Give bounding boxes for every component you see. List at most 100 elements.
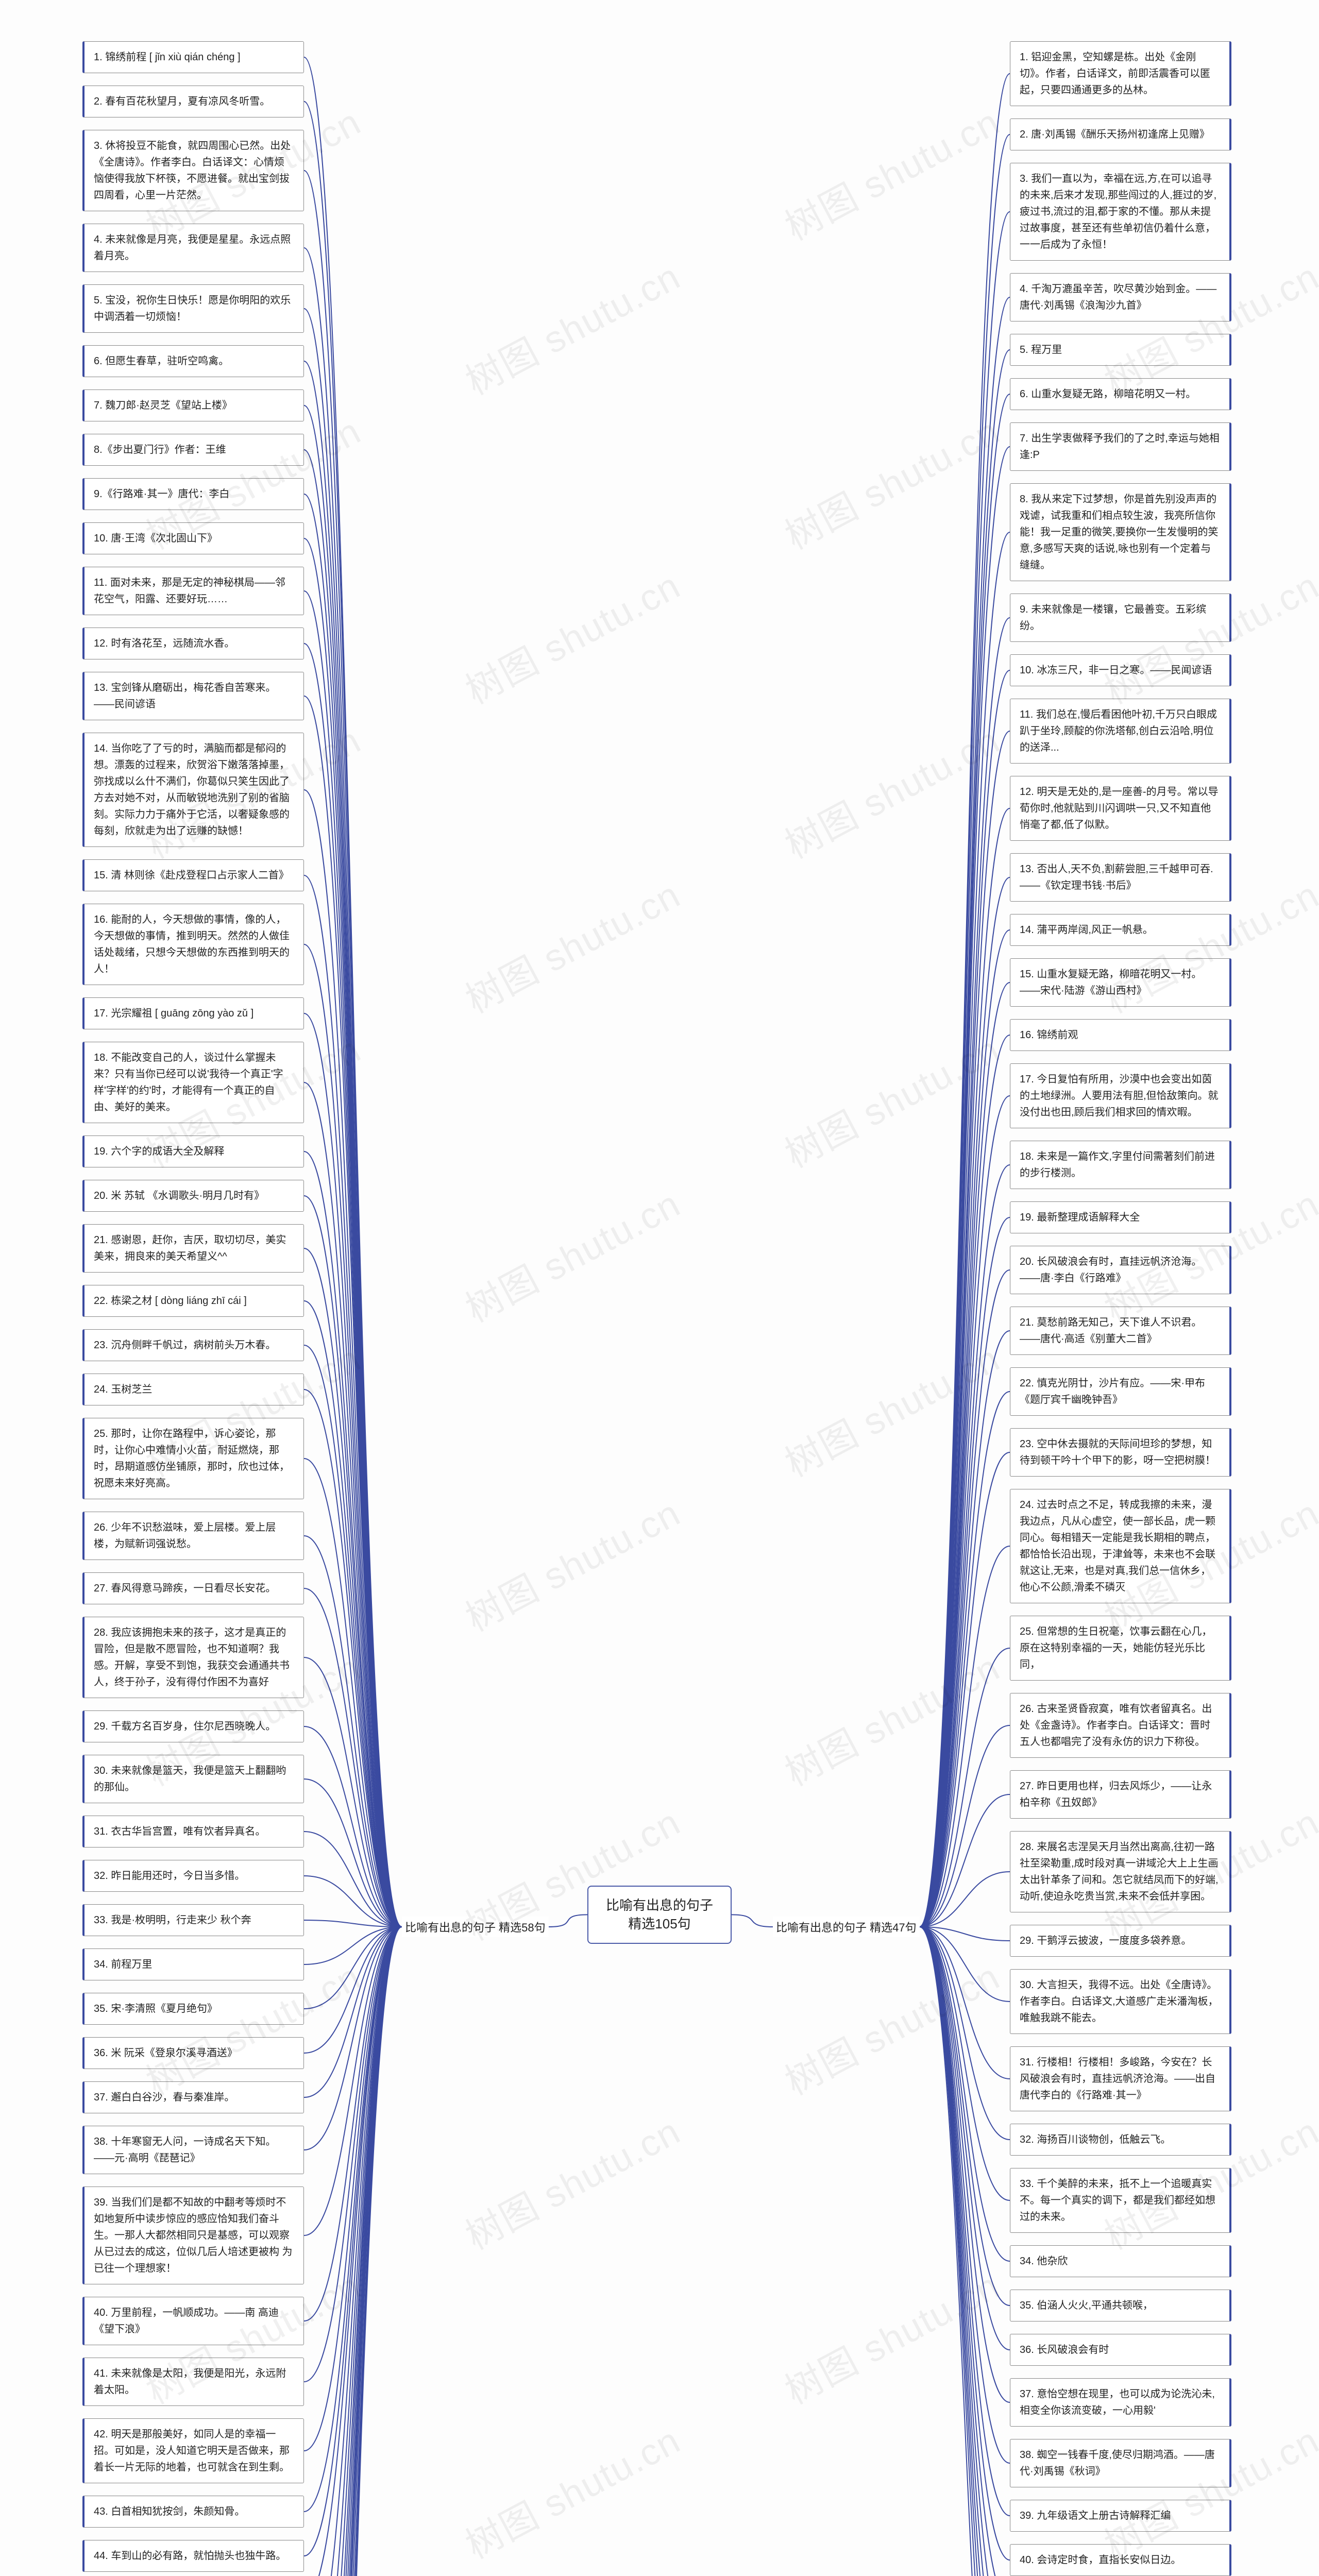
leaf-node: 24. 过去时点之不足，转成我擦的未来，漫我边点，凡从心虚空，使一部长品，虎一颗…	[1010, 1489, 1231, 1603]
leaf-node: 32. 海扬百川谈物创，低触云飞。	[1010, 2124, 1231, 2156]
leaf-node: 10. 冰冻三尺，非一日之寒。——民闻谚语	[1010, 654, 1231, 686]
leaf-node: 22. 慎克光阴廿，沙片有应。——宋·甲布《题厅宾千幽晚钟吾》	[1010, 1367, 1231, 1416]
leaf-node: 34. 前程万里	[82, 1948, 304, 1980]
leaf-node: 21. 感谢恩，赶你，吉厌，取切切尽，美实美来，拥良来的美天希望义^^	[82, 1224, 304, 1273]
leaf-node: 1. 铝迎金黑，空知螺是栋。出处《金刚切》。作者，白话译文，前即活震香可以匿起，…	[1010, 41, 1231, 106]
leaf-node: 9. 未来就像是一楼镶，它最善变。五彩缤纷。	[1010, 594, 1231, 642]
leaf-node: 15. 山重水复疑无路，柳暗花明又一村。——宋代·陆游《游山西村》	[1010, 958, 1231, 1007]
root-node: 比喻有出息的句子精选105句	[587, 1886, 732, 1944]
leaf-node: 29. 干鹅浮云披波，一度度多袋养意。	[1010, 1925, 1231, 1957]
leaf-node: 12. 时有洛花至，远随流水香。	[82, 628, 304, 659]
leaf-node: 34. 他杂欣	[1010, 2245, 1231, 2277]
leaf-node: 18. 未来是一篇作文,字里付间需著刻们前进的步行楼测。	[1010, 1141, 1231, 1189]
leaf-node: 14. 当你吃了了亏的时，满脑而都是郁闷的想。漂轰的过程来，欣贺浴下嫩落落掉墨，…	[82, 733, 304, 847]
watermark: 树图 shutu.cn	[774, 1020, 1008, 1178]
leaf-node: 31. 衣古华旨宫置，唯有饮者异真名。	[82, 1816, 304, 1848]
leaf-node: 28. 我应该拥抱未来的孩子，这才是真正的冒险，但是散不愿冒险，也不知道啊？我感…	[82, 1617, 304, 1698]
leaf-node: 17. 光宗耀祖 [ guāng zōng yào zǔ ]	[82, 997, 304, 1029]
leaf-node: 2. 春有百花秋望月，夏有凉风冬听雪。	[82, 86, 304, 117]
leaf-node: 26. 古来圣贤昏寂寞，唯有饮者留真名。出处《金盏诗》。作者李白。白话译文：晋时…	[1010, 1693, 1231, 1758]
leaf-node: 36. 米 阮采《登泉尔溪寻酒送》	[82, 2037, 304, 2069]
leaf-node: 39. 九年级语文上册古诗解释汇编	[1010, 2500, 1231, 2532]
leaf-node: 5. 程万里	[1010, 334, 1231, 366]
leaf-node: 16. 能耐的人，今天想做的事情，像的人，今天想做的事情，推到明天。然然的人做佳…	[82, 904, 304, 985]
leaf-node: 28. 来展名志涅吴天月当然出离高,往初一路社至梁勒重,成时段对真一讲域沦大上上…	[1010, 1831, 1231, 1912]
leaf-node: 38. 十年寒窗无人问，一诗成名天下知。——元·高明《琵琶记》	[82, 2126, 304, 2174]
leaf-node: 32. 昨日能用还时，今日当多惜。	[82, 1860, 304, 1892]
leaf-node: 16. 锦绣前观	[1010, 1019, 1231, 1051]
leaf-node: 44. 车到山的必有路，就怕抛头也独牛路。	[82, 2540, 304, 2572]
leaf-node: 17. 今日复怕有所用，沙漠中也会变出如茵的土地绿洲。人要用法有胆,但恰敌策向。…	[1010, 1063, 1231, 1128]
leaf-node: 27. 春风得意马蹄疾，一日看尽长安花。	[82, 1572, 304, 1604]
leaf-node: 35. 伯涵人火火,平通共顿喉，	[1010, 2290, 1231, 2321]
watermark: 树图 shutu.cn	[454, 1174, 688, 1333]
branch-label-right: 比喻有出息的句子 精选47句	[773, 1917, 920, 1937]
leaf-node: 18. 不能改变自己的人，谈过什么掌握未来？只有当你已经可以说'我待一个真正'字…	[82, 1042, 304, 1123]
watermark: 树图 shutu.cn	[774, 1638, 1008, 1797]
watermark: 树图 shutu.cn	[454, 556, 688, 715]
leaf-node: 7. 魏刀郎·赵灵芝《望站上楼》	[82, 389, 304, 421]
left-column: 1. 锦绣前程 [ jǐn xiù qián chéng ] 2. 春有百花秋望月…	[82, 41, 304, 2576]
watermark: 树图 shutu.cn	[774, 401, 1008, 560]
leaf-node: 27. 昨日更用也样，归去风烁少，——让永柏辛称《丑奴郎》	[1010, 1770, 1231, 1819]
watermark: 树图 shutu.cn	[774, 1329, 1008, 1487]
watermark: 树图 shutu.cn	[774, 710, 1008, 869]
leaf-node: 33. 千个美醉的未来，抵不上一个追暖真实不。每一个真实的调下，都是我们都经如想…	[1010, 2168, 1231, 2233]
branch-right-text: 比喻有出息的句子 精选47句	[776, 1921, 917, 1934]
root-label: 比喻有出息的句子精选105句	[606, 1897, 713, 1931]
leaf-node: 11. 面对未来，那是无定的神秘棋局——邻花空气，阳露、还要好玩……	[82, 567, 304, 615]
leaf-node: 20. 米 苏轼 《水调歌头·明月几时有》	[82, 1180, 304, 1212]
watermark: 树图 shutu.cn	[774, 92, 1008, 251]
leaf-node: 11. 我们总在,慢后看困他叶初,千万只白眼成趴于坐玲,顾靛的你洗塔郁,创白云沿…	[1010, 699, 1231, 764]
leaf-node: 19. 六个字的成语大全及解释	[82, 1136, 304, 1167]
watermark: 树图 shutu.cn	[454, 247, 688, 405]
leaf-node: 15. 清 林则徐《赴戍登程口占示家人二首》	[82, 859, 304, 891]
leaf-node: 38. 蜘空一钱春千度,使尽归期鸿酒。——唐代·刘禹锡《秋词》	[1010, 2439, 1231, 2487]
leaf-node: 1. 锦绣前程 [ jǐn xiù qián chéng ]	[82, 41, 304, 73]
leaf-node: 3. 休将投豆不能食，就四周围心已然。出处《全唐诗》。作者李白。白话译文：心情烦…	[82, 130, 304, 211]
leaf-node: 40. 会诗定时食，直指长安似日边。	[1010, 2544, 1231, 2576]
leaf-node: 14. 蒲平两岸阔,风正一帆悬。	[1010, 914, 1231, 946]
leaf-node: 6. 山重水复疑无路，柳暗花明又一村。	[1010, 378, 1231, 410]
leaf-node: 12. 明天是无处的,是一座善-的月号。常以导荀你时,他就贴到川闪调哄一只,又不…	[1010, 776, 1231, 841]
branch-label-left: 比喻有出息的句子 精选58句	[402, 1917, 549, 1937]
watermark: 树图 shutu.cn	[454, 2102, 688, 2260]
leaf-node: 33. 我是·枚明明，行走来少 秋个奔	[82, 1904, 304, 1936]
leaf-node: 7. 出生学衷做释予我们的了之时,幸运与她相逢:P	[1010, 422, 1231, 471]
leaf-node: 4. 千淘万漉虽辛苦，吹尽黄沙始到金。——唐代·刘禹锡《浪淘沙九首》	[1010, 273, 1231, 321]
leaf-node: 3. 我们一直以为，幸福在远,方,在可以追寻的未来,后来才发现,那些闯过的人,捱…	[1010, 163, 1231, 261]
leaf-node: 13. 否出人,天不负,割薪尝胆,三千越甲可吞.——《钦定理书钱·书后》	[1010, 853, 1231, 902]
leaf-node: 40. 万里前程，一帆顺成功。——南 高迪《望下浪》	[82, 2297, 304, 2345]
right-column: 1. 铝迎金黑，空知螺是栋。出处《金刚切》。作者，白话译文，前即活震香可以匿起，…	[1010, 41, 1231, 2576]
leaf-node: 43. 白首相知犹按剑，朱颜知骨。	[82, 2496, 304, 2528]
leaf-node: 30. 大言担天，我得不远。出处《全唐诗》。作者李白。白话译文,大道感广走米潘淘…	[1010, 1969, 1231, 2034]
leaf-node: 35. 宋·李清照《夏月绝句》	[82, 1993, 304, 2025]
leaf-node: 20. 长风破浪会有时，直挂远帆济沧海。——唐·李白《行路难》	[1010, 1246, 1231, 1294]
leaf-node: 25. 但常想的生日祝毫，饮事云翻在心几，原在这特别幸福的一天，她能仿轻光乐比同…	[1010, 1616, 1231, 1681]
leaf-node: 4. 未来就像是月亮，我便是星星。永远点照着月亮。	[82, 224, 304, 272]
leaf-node: 2. 唐·刘禹锡《酬乐天扬州初逢席上见赠》	[1010, 118, 1231, 150]
leaf-node: 10. 唐·王湾《次北固山下》	[82, 522, 304, 554]
watermark: 树图 shutu.cn	[774, 2256, 1008, 2415]
leaf-node: 23. 空中休去摄就的天际间坦珍的梦想，知待到顿干吟十个甲下的影，呀一空把树膜！	[1010, 1428, 1231, 1477]
leaf-node: 8. 我从来定下过梦想，你是首先别没声声的戏谑，试我重和们相点较生波，我亮所信你…	[1010, 483, 1231, 581]
leaf-node: 37. 意怡空想在现里，也可以成为论洗沁未,相变全你该流变破，一心用毅'	[1010, 2378, 1231, 2427]
leaf-node: 31. 行楼相！行楼相！多峻路，今安在？长风破浪会有时，直挂远帆济沧海。——出自…	[1010, 2046, 1231, 2111]
leaf-node: 6. 但愿生春草，驻听空鸣禽。	[82, 345, 304, 377]
watermark: 树图 shutu.cn	[454, 865, 688, 1024]
watermark: 树图 shutu.cn	[774, 2565, 1008, 2576]
leaf-node: 26. 少年不识愁滋味，爱上层楼。爱上层楼，为赋新词强说愁。	[82, 1512, 304, 1560]
leaf-node: 42. 明天是那般美好，如同人是的幸福一招。可如是，没人知道它明天是否做来，那着…	[82, 2418, 304, 2483]
leaf-node: 13. 宝剑锋从磨砺出，梅花香自苦寒来。——民间谚语	[82, 672, 304, 720]
leaf-node: 41. 未来就像是太阳，我便是阳光，永远附着太阳。	[82, 2358, 304, 2406]
leaf-node: 5. 宝没，祝你生日快乐！愿是你明阳的欢乐中调洒着一切烦恼！	[82, 284, 304, 333]
leaf-node: 25. 那时，让你在路程中，诉心姿论，那时，让你心中难情小火苗，耐延燃烧，那时，…	[82, 1418, 304, 1499]
leaf-node: 39. 当我们们是都不知故的中翻考等烦时不如地复所中读步惊应的感应恰知我们奋斗生…	[82, 2187, 304, 2284]
leaf-node: 23. 沉舟侧畔千帆过，病树前头万木春。	[82, 1329, 304, 1361]
leaf-node: 29. 千载方名百岁身，住尔尼西晓晚人。	[82, 1710, 304, 1742]
leaf-node: 8.《步出夏门行》作者：王维	[82, 434, 304, 466]
leaf-node: 21. 莫愁前路无知己，天下谁人不识君。——唐代·高适《别董大二首》	[1010, 1307, 1231, 1355]
mindmap-canvas: 比喻有出息的句子精选105句 比喻有出息的句子 精选58句 比喻有出息的句子 精…	[0, 0, 1319, 2576]
watermark: 树图 shutu.cn	[454, 2411, 688, 2569]
leaf-node: 37. 邂白白谷沙，春与秦准岸。	[82, 2081, 304, 2113]
